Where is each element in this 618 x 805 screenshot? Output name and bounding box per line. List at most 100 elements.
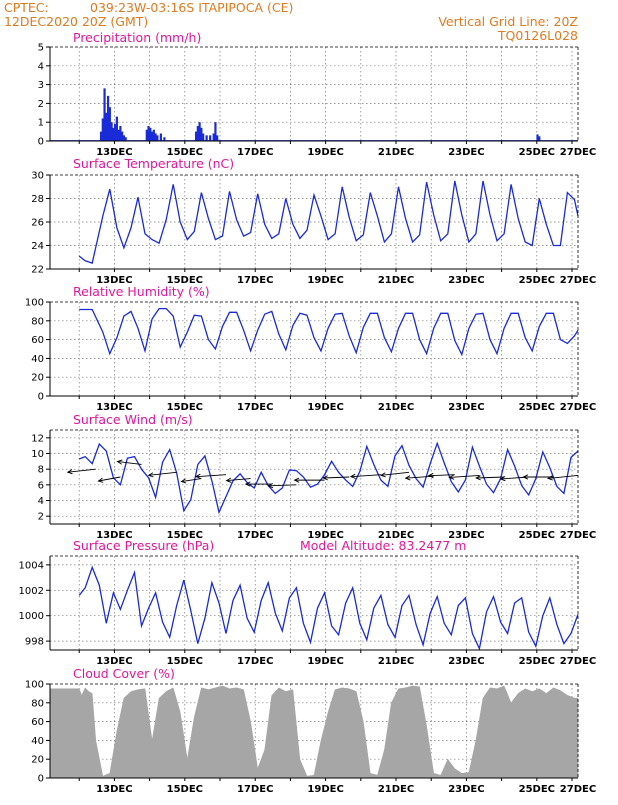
wind-arrow-head (97, 477, 104, 483)
wind-arrow-head (147, 472, 154, 478)
precip-bar (216, 135, 219, 141)
xtick-label-cloud: 25DEC (519, 784, 555, 795)
xtick-label-cloud: 27DEC (560, 784, 596, 795)
wind-arrow (195, 474, 227, 478)
xtick-label-precip: 27DEC (560, 147, 596, 158)
xtick-label-cloud: 13DEC (96, 784, 132, 795)
ytick-label-precip: 2 (38, 99, 44, 110)
ytick-label-temp: 24 (31, 241, 44, 252)
ytick-label-rh: 0 (38, 392, 44, 403)
ytick-label-cloud: 80 (31, 698, 44, 709)
series-line-wind (78, 441, 579, 515)
precip-bar (202, 133, 205, 141)
header-code: TQ0126L028 (497, 28, 578, 43)
precip-bar (196, 125, 199, 141)
xtick-label-rh: 17DEC (237, 402, 273, 413)
precip-bar (156, 135, 159, 141)
precip-bar (105, 112, 108, 141)
series-line-rh (79, 307, 579, 357)
precip-bar (154, 133, 157, 141)
wind-arrow-head (379, 472, 386, 478)
wind-arrow-head (448, 474, 455, 480)
precip-bar (119, 125, 122, 141)
cloud-area (49, 685, 579, 779)
xtick-label-rh: 23DEC (448, 402, 484, 413)
xtick-label-precip: 17DEC (237, 147, 273, 158)
ytick-label-wind: 2 (38, 512, 44, 523)
ytick-label-temp: 30 (31, 171, 44, 182)
plot-area-precip (50, 47, 578, 141)
xtick-label-rh: 25DEC (519, 402, 555, 413)
xtick-label-pressure: 15DEC (167, 656, 203, 667)
ytick-label-pressure: 998 (25, 637, 44, 648)
xtick-label-temp: 15DEC (167, 275, 203, 286)
wind-arrow (268, 484, 297, 487)
precip-bar (147, 125, 150, 141)
panel-title-pressure: Surface Pressure (hPa) (73, 538, 214, 553)
wind-arrow-head (475, 475, 481, 481)
xtick-label-temp: 13DEC (96, 275, 132, 286)
ytick-label-precip: 0 (38, 137, 44, 148)
xtick-label-pressure: 13DEC (96, 656, 132, 667)
ytick-label-cloud: 0 (38, 774, 44, 785)
precip-bar (99, 131, 103, 141)
precip-bar (124, 137, 127, 141)
xtick-label-pressure: 21DEC (378, 656, 414, 667)
panel-cloud: Cloud Cover (%) 0 20 40 60 80 100 13DEC 15DEC 17D… (25, 666, 596, 795)
panel-title-wind: Surface Wind (m/s) (73, 412, 193, 427)
ytick-label-rh: 100 (25, 298, 44, 309)
wind-arrow (117, 461, 142, 465)
ytick-label-rh: 80 (31, 316, 44, 327)
wind-arrow-head (349, 473, 356, 479)
xtick-label-cloud: 15DEC (167, 784, 203, 795)
wind-arrow (405, 475, 434, 479)
wind-arrow-head (546, 475, 553, 481)
xtick-label-temp: 17DEC (237, 275, 273, 286)
xtick-label-temp: 27DEC (560, 275, 596, 286)
precip-bar (121, 131, 124, 141)
precip-bar (214, 122, 217, 141)
precip-bar (122, 135, 126, 141)
wind-arrow-head (244, 481, 251, 487)
ytick-label-rh: 60 (31, 335, 44, 346)
xtick-label-wind: 19DEC (307, 530, 343, 541)
panel-title-rh: Relative Humidity (%) (73, 284, 210, 299)
ytick-label-pressure: 1004 (19, 560, 44, 571)
wind-arrow-head (293, 477, 300, 483)
wind-arrow-head (225, 477, 232, 483)
xtick-label-pressure: 17DEC (237, 656, 273, 667)
wind-arrow (547, 474, 579, 479)
ytick-label-cloud: 40 (31, 736, 44, 747)
xtick-label-rh: 27DEC (560, 402, 596, 413)
ytick-label-temp: 22 (31, 265, 44, 276)
wind-arrow (323, 476, 350, 479)
panel-precip: Precipitation (mm/h) 0 1 2 3 4 5 13DEC 15DEC 17DE… (38, 30, 597, 158)
xtick-label-precip: 23DEC (448, 147, 484, 158)
panel-title-precip: Precipitation (mm/h) (73, 30, 201, 45)
header-datetime: 12DEC2020 20Z (GMT) (4, 14, 148, 29)
wind-arrow (380, 471, 410, 476)
ytick-label-precip: 3 (38, 80, 44, 91)
xtick-label-wind: 21DEC (378, 530, 414, 541)
precip-bar (112, 127, 115, 141)
wind-arrow-head (404, 475, 411, 481)
xtick-label-temp: 25DEC (519, 275, 555, 286)
precip-bar (101, 118, 104, 141)
ytick-label-temp: 28 (31, 194, 44, 205)
xtick-label-precip: 25DEC (519, 147, 555, 158)
plot-area-pressure (50, 556, 578, 650)
precip-bar (152, 129, 155, 141)
xtick-label-wind: 17DEC (237, 530, 273, 541)
xtick-label-wind: 13DEC (96, 530, 132, 541)
header-grid-note: Vertical Grid Line: 20Z (438, 14, 578, 29)
ytick-label-precip: 4 (38, 61, 44, 72)
xtick-label-rh: 19DEC (307, 402, 343, 413)
panel-temp: Surface Temperature (nC) 22 24 26 28 30 13DEC 1… (31, 156, 596, 286)
xtick-label-cloud: 23DEC (448, 784, 484, 795)
wind-arrow-head (180, 478, 187, 484)
wind-arrow (476, 476, 505, 479)
xtick-label-wind: 25DEC (519, 530, 555, 541)
ytick-label-rh: 40 (31, 354, 44, 365)
wind-arrow (67, 468, 96, 473)
